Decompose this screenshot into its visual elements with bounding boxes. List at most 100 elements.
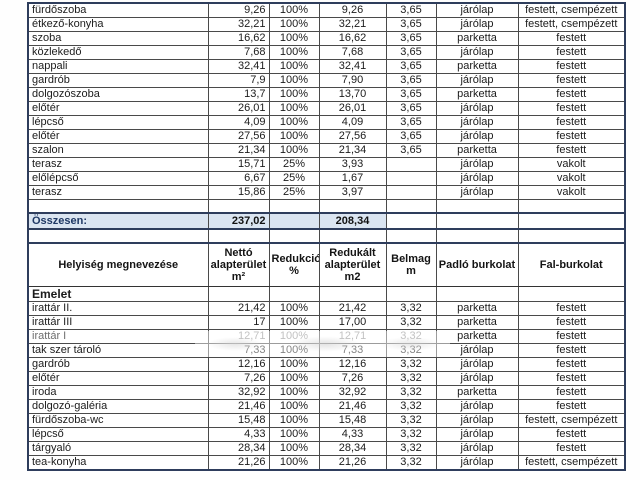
floor-covering-cell: parketta	[435, 385, 519, 400]
empty-cell	[27, 199, 209, 214]
table-row: szoba 16,62 100% 16,62 3,65 parketta fes…	[27, 31, 626, 46]
wall-covering-cell: festett	[517, 343, 626, 358]
room-name-cell: tárgyaló	[27, 441, 209, 456]
ceiling-height-cell: 3,65	[385, 17, 437, 32]
net-area-cell: 32,21	[207, 17, 270, 32]
floor-covering-cell: parketta	[435, 143, 519, 158]
room-name-cell: irattár I	[27, 329, 209, 344]
ceiling-height-cell	[385, 171, 437, 186]
reduction-cell: 100%	[268, 87, 320, 102]
empty-cell	[27, 228, 209, 244]
ceiling-height-cell: 3,32	[385, 399, 437, 414]
reduction-cell: 100%	[268, 441, 320, 456]
empty-cell	[517, 199, 626, 214]
reduced-area-cell: 32,92	[318, 385, 387, 400]
table-row: közlekedő 7,68 100% 7,68 3,65 járólap fe…	[27, 45, 626, 60]
reduced-area-cell: 21,42	[318, 301, 387, 316]
reduced-area-cell: 21,34	[318, 143, 387, 158]
ceiling-height-cell: 3,65	[385, 73, 437, 88]
floor-covering-cell: parketta	[435, 31, 519, 46]
room-name-cell: fürdőszoba-wc	[27, 413, 209, 428]
net-area-cell: 32,41	[207, 59, 270, 74]
totals-row: Összesen: 237,02 208,34	[27, 212, 626, 230]
ceiling-height-cell: 3,32	[385, 301, 437, 316]
floor-covering-cell: parketta	[435, 87, 519, 102]
reduction-cell: 100%	[268, 115, 320, 130]
reduction-cell: 100%	[268, 399, 320, 414]
reduction-cell: 100%	[268, 413, 320, 428]
floor-covering-cell: járólap	[435, 455, 519, 471]
ceiling-height-cell: 3,65	[385, 101, 437, 116]
net-area-cell: 15,71	[207, 157, 270, 172]
net-area-cell: 21,42	[207, 301, 270, 316]
reduction-cell: 100%	[268, 315, 320, 330]
floor-covering-cell: parketta	[435, 301, 519, 316]
floor-covering-cell: járólap	[435, 129, 519, 144]
wall-covering-cell: festett	[517, 101, 626, 116]
reduced-area-cell: 13,70	[318, 87, 387, 102]
table-row: fürdőszoba 9,26 100% 9,26 3,65 járólap f…	[27, 2, 626, 18]
reduced-area-cell: 12,71	[318, 329, 387, 344]
wall-covering-cell: festett	[517, 73, 626, 88]
reduced-area-cell: 9,26	[318, 2, 387, 18]
totals-label: Összesen:	[27, 212, 209, 230]
table-row: dolgozó-galéria 21,46 100% 21,46 3,32 já…	[27, 399, 626, 414]
table-row: nappali 32,41 100% 32,41 3,65 parketta f…	[27, 59, 626, 74]
net-area-cell: 9,26	[207, 2, 270, 18]
net-area-cell: 27,56	[207, 129, 270, 144]
empty-cell	[318, 228, 387, 244]
ceiling-height-cell: 3,65	[385, 87, 437, 102]
floor-covering-cell: járólap	[435, 73, 519, 88]
room-name-cell: irattár III	[27, 315, 209, 330]
net-area-cell: 6,67	[207, 171, 270, 186]
col-header-wall-covering: Fal-burkolat	[517, 242, 626, 287]
empty-cell	[318, 199, 387, 214]
room-name-cell: előtér	[27, 101, 209, 116]
reduced-area-cell: 4,09	[318, 115, 387, 130]
header-row-group: Helyiség megnevezése Nettó alapterület m…	[27, 242, 626, 302]
reduced-area-cell: 21,46	[318, 399, 387, 414]
empty-cell	[435, 228, 519, 244]
table-row: tak szer tároló 7,33 100% 7,33 3,32 járó…	[27, 343, 626, 358]
net-area-cell: 4,09	[207, 115, 270, 130]
section-row-emelet: Emelet	[27, 286, 626, 302]
table-row: előtér 7,26 100% 7,26 3,32 járólap feste…	[27, 371, 626, 386]
net-area-cell: 7,9	[207, 73, 270, 88]
room-name-cell: gardrób	[27, 357, 209, 372]
table-row: irattár I 12,71 100% 12,71 3,32 parketta…	[27, 329, 626, 344]
room-name-cell: előtér	[27, 129, 209, 144]
ceiling-height-cell: 3,32	[385, 413, 437, 428]
reduction-cell: 100%	[268, 17, 320, 32]
room-name-cell: terasz	[27, 185, 209, 200]
table-row: gardrób 12,16 100% 12,16 3,32 járólap fe…	[27, 357, 626, 372]
net-area-cell: 28,34	[207, 441, 270, 456]
table-row: lépcső 4,33 100% 4,33 3,32 járólap feste…	[27, 427, 626, 442]
reduction-cell: 25%	[268, 157, 320, 172]
wall-covering-cell: festett, csempézett	[517, 17, 626, 32]
room-name-cell: gardrób	[27, 73, 209, 88]
floor-covering-cell: parketta	[435, 329, 519, 344]
wall-covering-cell: festett	[517, 315, 626, 330]
room-name-cell: irattár II.	[27, 301, 209, 316]
reduction-cell: 100%	[268, 329, 320, 344]
floor-covering-cell: járólap	[435, 17, 519, 32]
table-row: terasz 15,71 25% 3,93 járólap vakolt	[27, 157, 626, 172]
net-area-cell: 21,46	[207, 399, 270, 414]
room-name-cell: lépcső	[27, 115, 209, 130]
reduced-area-cell: 7,90	[318, 73, 387, 88]
wall-covering-cell: festett	[517, 357, 626, 372]
ceiling-height-cell	[385, 185, 437, 200]
table-row: szalon 21,34 100% 21,34 3,65 parketta fe…	[27, 143, 626, 158]
room-name-cell: nappali	[27, 59, 209, 74]
table-row: terasz 15,86 25% 3,97 járólap vakolt	[27, 185, 626, 200]
wall-covering-cell: festett	[517, 427, 626, 442]
col-header-floor-covering: Padló burkolat	[435, 242, 519, 287]
floor-covering-cell: járólap	[435, 115, 519, 130]
ceiling-height-cell: 3,65	[385, 31, 437, 46]
totals-row-group: Összesen: 237,02 208,34	[27, 212, 626, 244]
net-area-cell: 32,92	[207, 385, 270, 400]
col-header-room: Helyiség megnevezése	[27, 242, 209, 287]
empty-cell	[268, 212, 320, 230]
ceiling-height-cell	[385, 157, 437, 172]
reduced-area-cell: 7,68	[318, 45, 387, 60]
